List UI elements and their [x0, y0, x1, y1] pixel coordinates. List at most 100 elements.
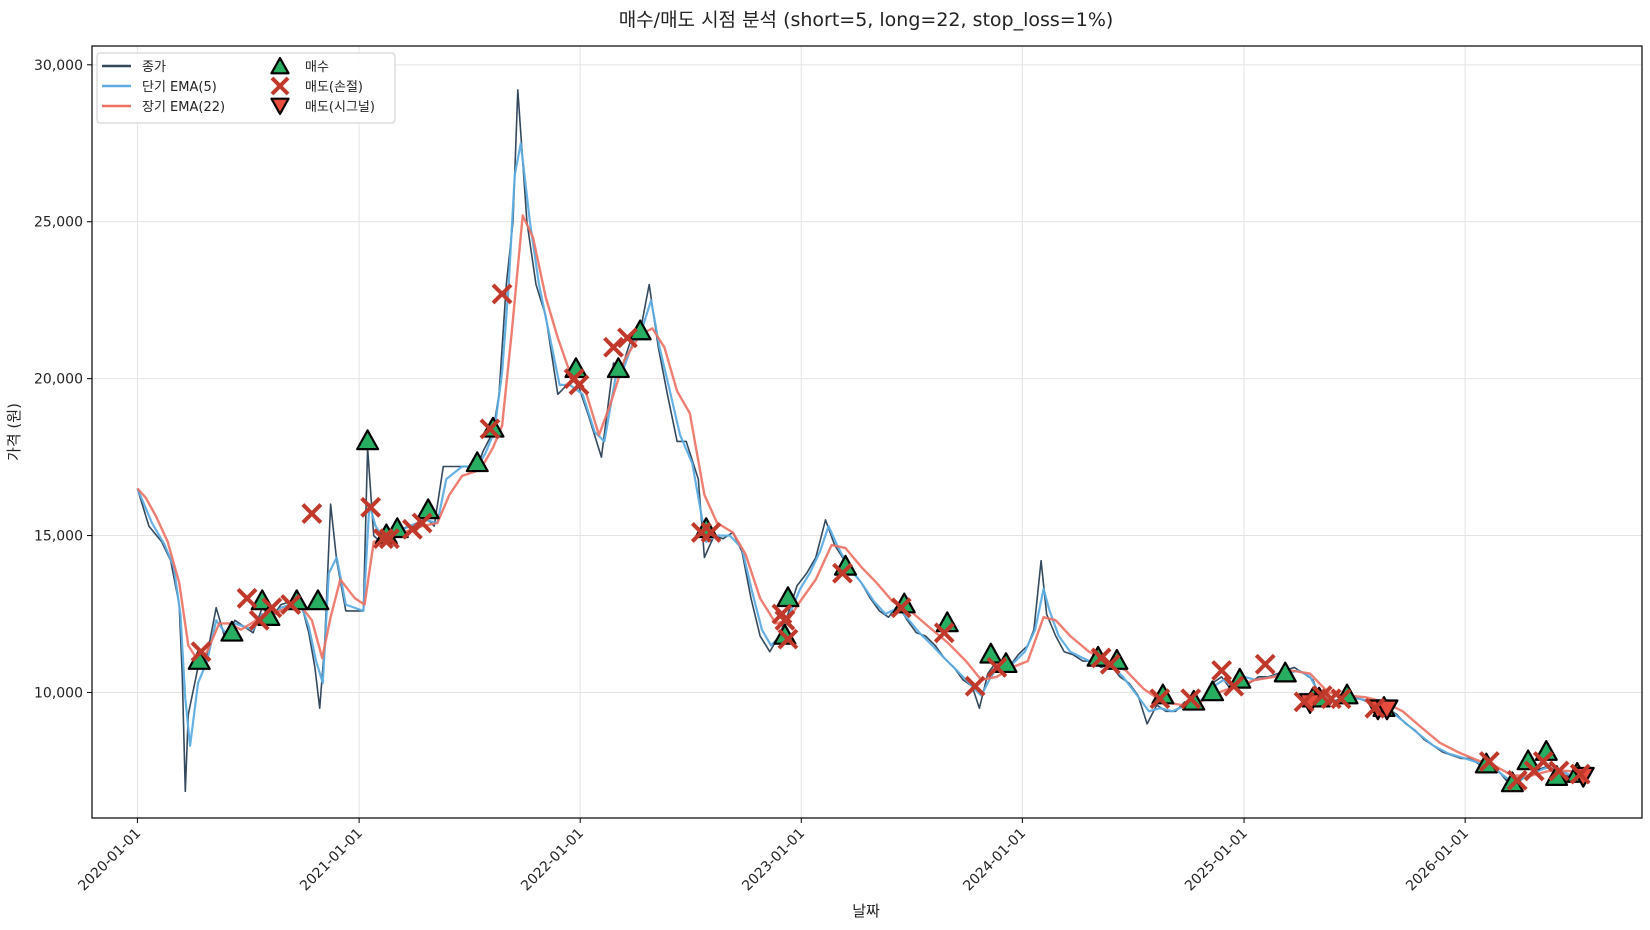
sell-stop-marker: [1293, 691, 1315, 713]
stop-marker-stroke: [964, 675, 986, 697]
legend-label: 매도(시그널): [305, 100, 375, 115]
stop-marker-stroke: [1099, 653, 1121, 675]
stop-marker-stroke: [1548, 760, 1570, 782]
sell-stop-marker: [568, 374, 590, 396]
legend-label: 매수: [305, 60, 329, 75]
sell-stop-marker: [1506, 769, 1528, 791]
stop-marker-stroke: [491, 283, 513, 305]
y-tick-label: 10,000: [34, 685, 83, 701]
sell-stop-marker: [1180, 688, 1202, 710]
y-tick-label: 25,000: [34, 215, 83, 231]
sell-stop-marker: [986, 656, 1008, 678]
sell-signal-marker: [1375, 699, 1399, 721]
stop-marker-stroke: [1311, 685, 1333, 707]
stop-marker-stroke: [1211, 660, 1233, 681]
y-axis: 10,000 15,000 20,000 25,000 30,000: [34, 58, 92, 701]
plot-area: [91, 45, 1643, 819]
sell-stop-marker: [360, 496, 382, 518]
stop-marker-stroke: [411, 512, 433, 534]
stop-marker-stroke: [1254, 653, 1276, 675]
sell-stop-marker: [832, 562, 853, 584]
stop-marker-stroke: [402, 518, 423, 540]
stop-marker-stroke: [190, 641, 212, 663]
sell-stop-marker: [700, 522, 722, 543]
buy-marker: [1201, 680, 1225, 702]
buy-marker: [356, 429, 380, 451]
stop-marker-stroke: [1569, 763, 1591, 785]
stop-marker-stroke: [280, 594, 302, 616]
stop-marker-stroke: [378, 528, 400, 550]
x-tick-label: 2026-01-01: [1403, 826, 1472, 895]
sell-stop-marker: [1330, 688, 1352, 710]
legend-frame: [96, 52, 396, 124]
legend-label: 단기 EMA(5): [142, 80, 217, 95]
stop-marker-stroke: [1364, 697, 1386, 719]
sell-stop-marker: [301, 503, 323, 525]
sell-stop-marker: [603, 336, 624, 358]
stop-marker-stroke: [1293, 691, 1315, 713]
legend-buy-icon: [270, 56, 290, 75]
stop-marker-stroke: [777, 628, 799, 650]
legend-signal-icon: [270, 97, 290, 116]
stop-marker-stroke: [774, 609, 796, 631]
sell-stop-marker: [1548, 760, 1570, 782]
buy-marker: [306, 589, 330, 611]
stop-marker-stroke: [1149, 688, 1171, 710]
buy-marker: [1273, 661, 1297, 683]
x-tick-label: 2023-01-01: [739, 826, 808, 895]
x-tick-label: 2025-01-01: [1182, 826, 1251, 895]
stop-marker-stroke: [372, 528, 394, 550]
buy-marker: [220, 620, 244, 642]
grid: [92, 46, 1642, 818]
marker-layer: [187, 283, 1595, 793]
sell-stop-marker: [1478, 751, 1500, 772]
sell-stop-marker: [378, 528, 400, 550]
buy-marker: [465, 451, 489, 473]
sell-stop-marker: [1149, 688, 1171, 710]
sell-stop-marker: [1223, 675, 1245, 697]
legend-label: 매도(손절): [305, 80, 363, 95]
sell-stop-marker: [261, 597, 283, 619]
sell-stop-marker: [1099, 653, 1121, 675]
y-tick-label: 20,000: [34, 372, 83, 388]
stop-marker-stroke: [1223, 675, 1245, 697]
stop-marker-stroke: [617, 327, 638, 349]
stop-marker-stroke: [1180, 688, 1202, 710]
stop-marker-stroke: [261, 597, 283, 619]
sell-stop-marker: [777, 628, 799, 650]
y-tick-label: 15,000: [34, 529, 83, 545]
sell-stop-marker: [1569, 763, 1591, 785]
sell-stop-marker: [1364, 697, 1386, 719]
sell-stop-marker: [236, 587, 258, 609]
stop-marker-stroke: [832, 562, 853, 584]
chart-title: 매수/매도 시점 분석 (short=5, long=22, stop_loss…: [619, 9, 1114, 31]
sell-stop-marker: [964, 675, 986, 697]
stop-marker-stroke: [301, 503, 323, 525]
series-line-0: [136, 89, 1590, 793]
x-axis: 2020-01-01 2021-01-01 2022-01-01 2023-01-01…: [75, 818, 1472, 894]
stop-marker-stroke: [986, 656, 1008, 678]
sell-stop-marker: [479, 418, 501, 440]
x-tick-label: 2024-01-01: [960, 826, 1029, 895]
sell-stop-marker: [1211, 660, 1233, 681]
stop-marker-stroke: [890, 597, 912, 619]
stop-marker-stroke: [1506, 769, 1528, 791]
stop-marker-stroke: [933, 622, 955, 644]
x-axis-label: 날짜: [852, 902, 880, 920]
x-tick-label: 2022-01-01: [518, 826, 587, 895]
stop-marker-stroke: [568, 374, 590, 396]
stop-marker-stroke: [360, 496, 382, 518]
buy-marker: [1516, 749, 1540, 771]
sell-stop-marker: [491, 283, 513, 305]
sell-stop-marker: [280, 594, 302, 616]
y-axis-label: 가격 (원): [5, 403, 23, 461]
series-line-1: [136, 142, 1590, 782]
series-layer: [136, 89, 1590, 793]
legend-label: 종가: [142, 60, 166, 75]
sell-stop-marker: [617, 327, 638, 349]
buy-marker: [606, 357, 630, 379]
stop-marker-stroke: [700, 522, 722, 543]
legend-stop-icon: [270, 76, 290, 96]
